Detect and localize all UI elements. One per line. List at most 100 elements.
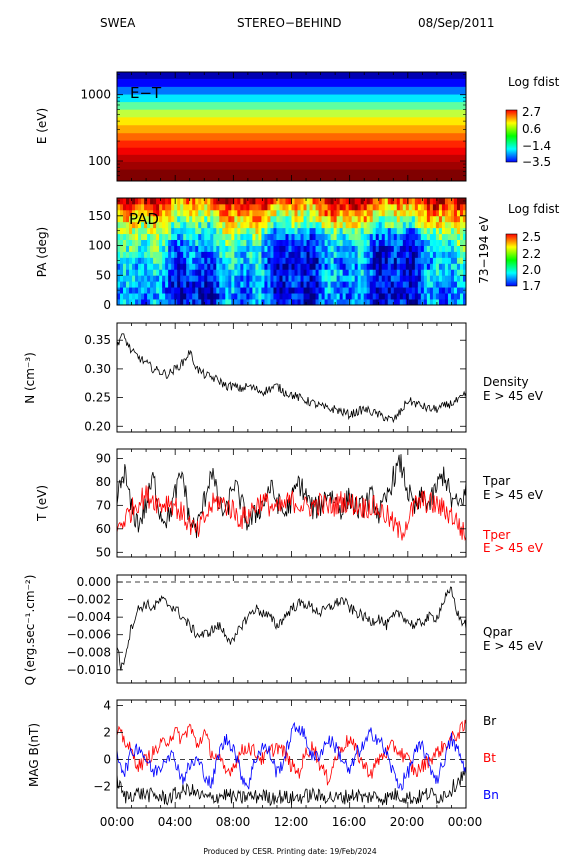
pad-cell (207, 227, 211, 235)
pad-cell (384, 203, 389, 211)
pad-cell (240, 293, 244, 300)
pad-cell (357, 245, 362, 252)
pad-cell (162, 227, 166, 235)
pad-cell (285, 287, 289, 294)
pad-cell (216, 287, 220, 294)
pad-cell (408, 239, 413, 246)
pad-cell (123, 269, 127, 276)
pad-cell (159, 275, 163, 282)
pad-cell (459, 215, 464, 223)
pad-cell (291, 221, 295, 229)
pad-cell (282, 245, 286, 252)
pad-cell (186, 269, 190, 276)
pad-cell (255, 233, 259, 241)
pad-cell (363, 293, 368, 300)
pad-cell (180, 209, 184, 217)
pad-cell (258, 257, 262, 264)
pad-cell (330, 203, 335, 211)
pad-cell (357, 275, 362, 282)
pad-cell (168, 269, 172, 276)
pad-cell (315, 215, 319, 223)
pad-cell (174, 251, 178, 258)
pad-cell (171, 281, 175, 288)
pad-cell (129, 227, 133, 235)
time-tick-label-1: 04:00 (158, 815, 193, 829)
energy-band-5 (117, 109, 466, 118)
pad-cell (438, 293, 443, 300)
pad-cell (222, 209, 226, 217)
pad-cell (228, 281, 232, 288)
pad-cell (201, 257, 205, 264)
pad-cell (408, 245, 413, 252)
energy-band-8 (117, 133, 466, 142)
pad-cell (189, 293, 193, 300)
pad-cell (243, 221, 247, 229)
pad-cell (276, 263, 280, 270)
pad-cell (372, 245, 377, 252)
pad-cell (288, 239, 292, 246)
pad-cell (234, 227, 238, 235)
pad-cell (456, 245, 461, 252)
pad-cell (135, 227, 139, 235)
pad-cell (165, 275, 169, 282)
pad-cell (351, 198, 356, 205)
pad-cell (273, 251, 277, 258)
pad-cell (432, 257, 437, 264)
pad-cell (126, 215, 130, 223)
pad-cell (294, 245, 298, 252)
pad-cell (132, 281, 136, 288)
pad-cell (351, 245, 356, 252)
pad-cell (360, 198, 365, 205)
pad-cell (255, 275, 259, 282)
pad-cell (363, 233, 368, 241)
pad-cell (411, 209, 416, 217)
pad-cell (423, 281, 428, 288)
pad-cell (141, 239, 145, 246)
pad-cell (381, 251, 386, 258)
pad-cell (402, 227, 407, 235)
pad-cell (372, 198, 377, 205)
pad-cell (297, 203, 301, 211)
pad-cell (444, 209, 449, 217)
pad-cell (456, 221, 461, 229)
pad-cell (384, 245, 389, 252)
pad-cell (231, 263, 235, 270)
pad-cell (219, 239, 223, 246)
pad-cell (147, 198, 151, 205)
pad-cell (453, 233, 458, 241)
pad-cell (225, 239, 229, 246)
pad-cell (345, 251, 350, 258)
pad-cell (183, 257, 187, 264)
pad-cell (237, 233, 241, 241)
pad-cell (213, 245, 217, 252)
pad-cell (393, 257, 398, 264)
pad-cell (189, 233, 193, 241)
pad-cell (156, 198, 160, 205)
pad-cell (186, 233, 190, 241)
pad-cell (339, 233, 344, 241)
pad-cell (279, 209, 283, 217)
pad-cell (141, 227, 145, 235)
pad-cell (297, 233, 301, 241)
pad-cell (306, 269, 310, 276)
pad-cell (126, 287, 130, 294)
pad-cell (270, 239, 274, 246)
pad-cell (315, 239, 319, 246)
pad-cell (324, 269, 329, 276)
pad-cell (369, 299, 374, 305)
pad-cell (258, 198, 262, 205)
pad-cell (222, 227, 226, 235)
pad-cell (336, 263, 341, 270)
pad-cell (303, 203, 307, 211)
pad-cell (300, 263, 304, 270)
pad-cell (300, 209, 304, 217)
pad-cell (378, 203, 383, 211)
pad-cell (357, 198, 362, 205)
magnetic-field-panel: −2024 MAG B(nT) Br Bt Bn (27, 698, 499, 809)
pad-cell (189, 299, 193, 305)
pad-cell (216, 203, 220, 211)
pad-cell (171, 287, 175, 294)
pad-cell (378, 299, 383, 305)
pad-cell (411, 251, 416, 258)
pad-cell (306, 215, 310, 223)
